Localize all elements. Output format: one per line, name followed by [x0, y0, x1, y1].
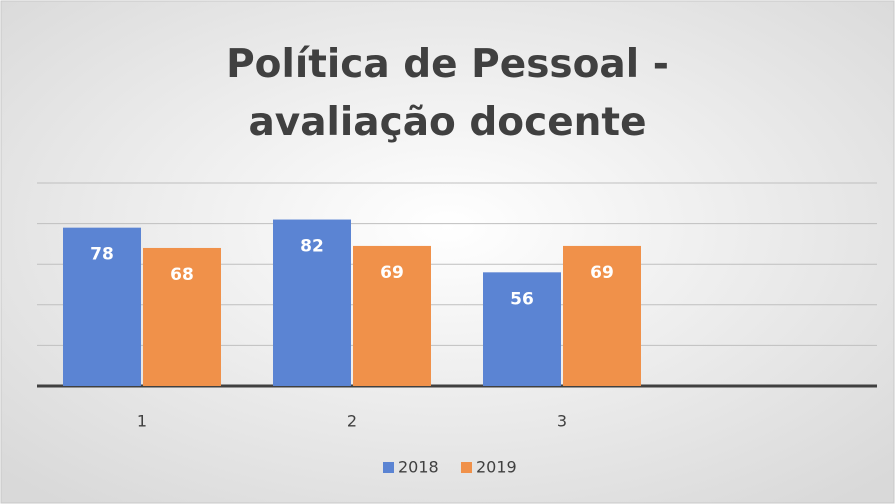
legend-label: 2018	[398, 458, 439, 477]
value-label: 56	[510, 289, 534, 309]
bar	[63, 227, 141, 386]
x-tick-label: 1	[137, 412, 147, 431]
chart-title: Política de Pessoal - avaliação docente	[226, 42, 669, 145]
x-tick-label: 2	[347, 412, 357, 431]
x-tick-label: 3	[557, 412, 567, 431]
bar	[353, 245, 431, 386]
bar	[563, 245, 641, 386]
bar	[483, 272, 561, 386]
bar	[143, 247, 221, 386]
value-label: 69	[380, 263, 404, 283]
value-label: 68	[170, 265, 194, 285]
legend-swatch	[383, 462, 394, 473]
value-label: 69	[590, 263, 614, 283]
value-label: 82	[300, 237, 324, 257]
legend-swatch	[461, 462, 472, 473]
legend-label: 2019	[476, 458, 517, 477]
bar	[273, 219, 351, 386]
value-label: 78	[90, 245, 114, 265]
